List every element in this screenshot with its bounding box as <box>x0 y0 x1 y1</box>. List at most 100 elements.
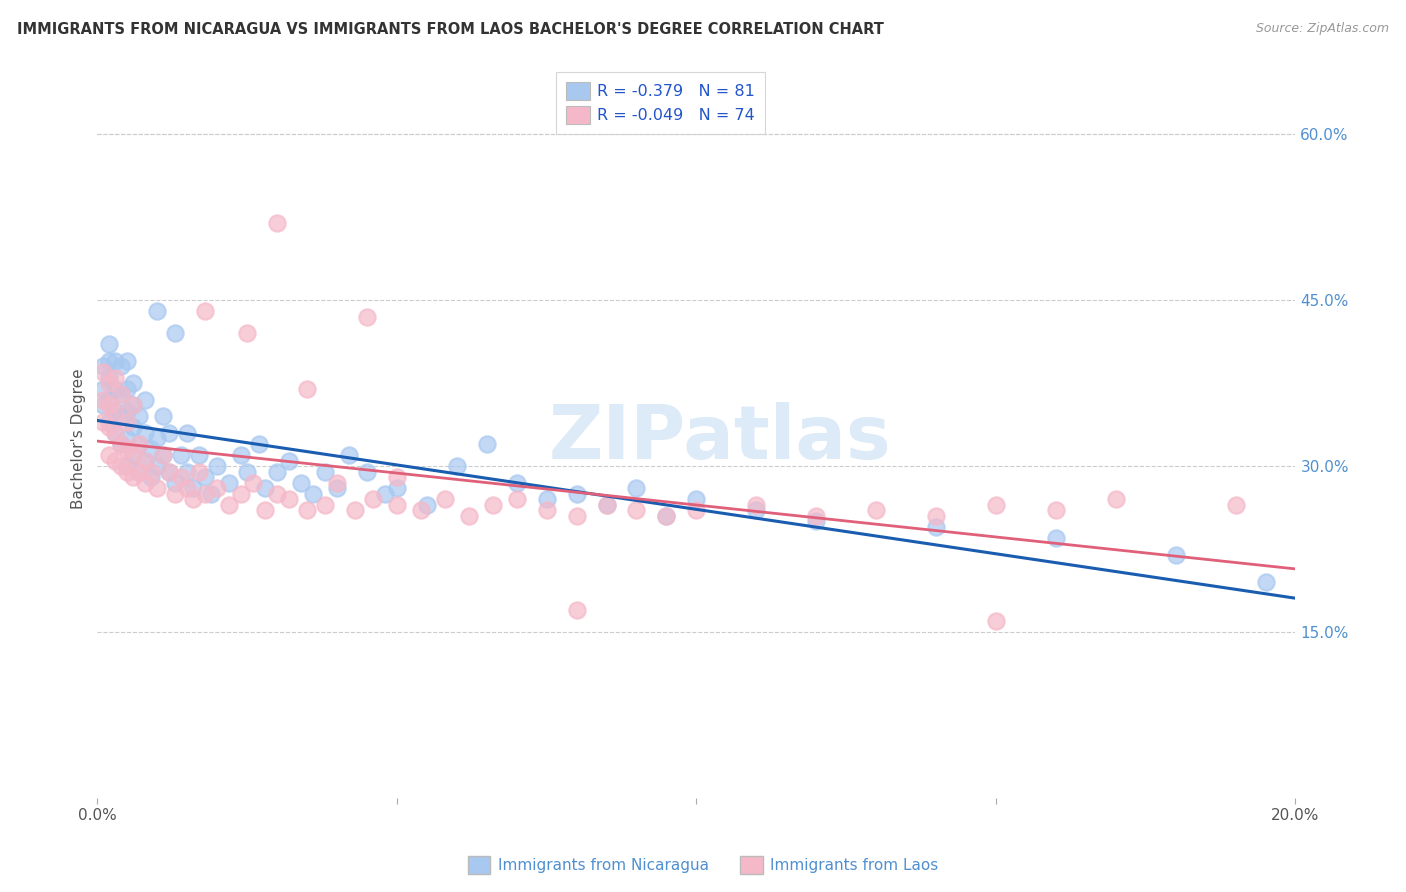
Point <box>117 431 139 445</box>
Point <box>122 420 145 434</box>
Point <box>104 425 127 440</box>
Point <box>595 498 617 512</box>
Text: ZIPatlas: ZIPatlas <box>550 402 891 475</box>
Y-axis label: Bachelor's Degree: Bachelor's Degree <box>72 368 86 508</box>
Point <box>1045 503 1067 517</box>
Point <box>157 465 180 479</box>
Point <box>170 470 193 484</box>
Point <box>134 453 156 467</box>
Point <box>110 437 132 451</box>
Point <box>170 448 193 462</box>
Point <box>242 475 264 490</box>
Point <box>218 475 240 490</box>
Point <box>984 498 1007 512</box>
Point <box>110 458 132 473</box>
Point <box>128 465 150 479</box>
Point <box>98 354 121 368</box>
Point <box>122 398 145 412</box>
Point <box>117 442 139 457</box>
Point <box>745 503 768 517</box>
Point <box>278 492 301 507</box>
Point <box>165 475 187 490</box>
Point <box>290 475 312 490</box>
Point <box>117 465 139 479</box>
Point <box>433 492 456 507</box>
Point <box>93 382 115 396</box>
Point <box>104 403 127 417</box>
Point <box>128 437 150 451</box>
Point <box>229 487 252 501</box>
Point <box>356 310 378 324</box>
Point <box>98 376 121 390</box>
Point <box>356 465 378 479</box>
Point <box>266 487 288 501</box>
Point <box>446 458 468 473</box>
Point <box>745 498 768 512</box>
Point <box>925 520 948 534</box>
Point <box>181 492 204 507</box>
Point <box>1225 498 1247 512</box>
Point <box>117 415 139 429</box>
Point <box>1164 548 1187 562</box>
Point <box>93 359 115 374</box>
Point <box>314 465 336 479</box>
Point <box>626 503 648 517</box>
Point <box>98 398 121 412</box>
Point <box>117 354 139 368</box>
Point <box>865 503 887 517</box>
Point <box>361 492 384 507</box>
Text: Source: ZipAtlas.com: Source: ZipAtlas.com <box>1256 22 1389 36</box>
Point <box>505 475 527 490</box>
Point <box>685 503 707 517</box>
Point <box>254 481 277 495</box>
Point <box>134 475 156 490</box>
Point <box>128 465 150 479</box>
Point <box>385 498 408 512</box>
Point <box>128 437 150 451</box>
Point <box>925 508 948 523</box>
Point <box>247 437 270 451</box>
Point <box>416 498 439 512</box>
Point <box>141 470 163 484</box>
Point <box>157 465 180 479</box>
Point <box>104 453 127 467</box>
Point <box>134 392 156 407</box>
Point <box>218 498 240 512</box>
Point <box>146 304 169 318</box>
Point <box>278 453 301 467</box>
Point <box>104 403 127 417</box>
Point <box>176 425 198 440</box>
Point <box>457 508 479 523</box>
Point <box>98 415 121 429</box>
Point <box>655 508 678 523</box>
Point <box>122 448 145 462</box>
Point <box>984 614 1007 628</box>
Legend: Immigrants from Nicaragua, Immigrants from Laos: Immigrants from Nicaragua, Immigrants fr… <box>461 850 945 880</box>
Point <box>122 398 145 412</box>
Point <box>806 515 828 529</box>
Point <box>98 337 121 351</box>
Point <box>806 508 828 523</box>
Point <box>385 470 408 484</box>
Point <box>1045 531 1067 545</box>
Point <box>141 465 163 479</box>
Point <box>505 492 527 507</box>
Point <box>205 481 228 495</box>
Point <box>595 498 617 512</box>
Point <box>134 425 156 440</box>
Point <box>157 425 180 440</box>
Point <box>176 481 198 495</box>
Point <box>93 398 115 412</box>
Point <box>104 425 127 440</box>
Point <box>93 365 115 379</box>
Point <box>565 487 588 501</box>
Point <box>146 458 169 473</box>
Point <box>176 465 198 479</box>
Point <box>205 458 228 473</box>
Point <box>122 470 145 484</box>
Point <box>536 503 558 517</box>
Point <box>110 359 132 374</box>
Point <box>110 437 132 451</box>
Point <box>117 458 139 473</box>
Point <box>117 403 139 417</box>
